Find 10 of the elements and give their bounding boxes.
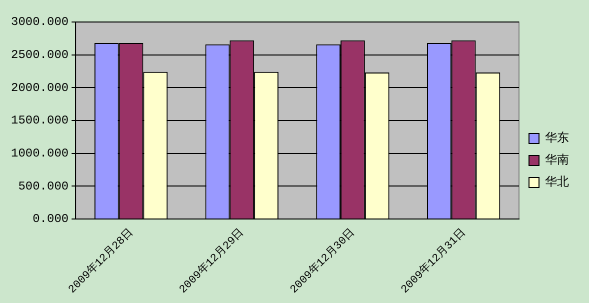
legend-label: 华北: [545, 176, 569, 190]
y-tick-label: 0.000: [32, 212, 69, 226]
y-tick-label: 2500.000: [11, 48, 69, 62]
legend-label: 华东: [545, 130, 569, 146]
y-tick-label: 3000.000: [11, 15, 69, 30]
y-tick-label: 500.000: [18, 179, 69, 194]
legend-label: 华南: [545, 154, 569, 168]
y-tick-label: 1000.000: [11, 146, 69, 160]
y-tick-label: 2000.000: [11, 80, 69, 95]
y-tick-label: 1500.000: [11, 114, 69, 128]
